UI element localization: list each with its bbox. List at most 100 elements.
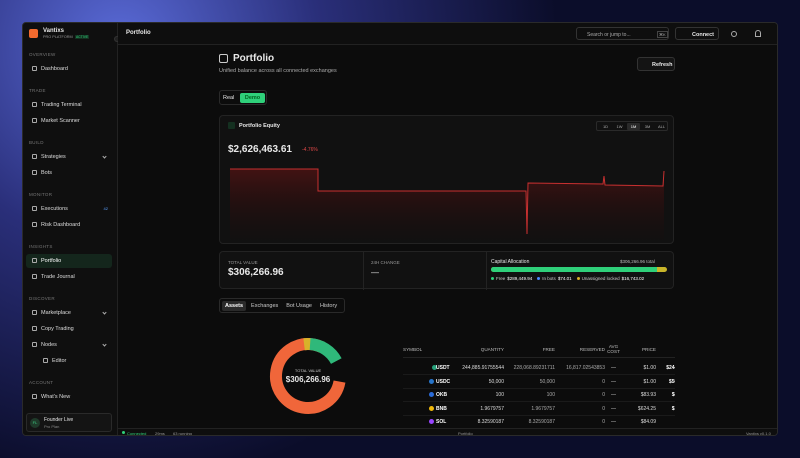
legend-item: Unassigned locked $16,743.02 — [576, 276, 645, 281]
status-dot — [122, 431, 125, 434]
tab[interactable]: Exchanges — [251, 302, 279, 309]
refresh-button[interactable]: Refresh — [637, 57, 675, 71]
nav-item[interactable]: What's New — [26, 390, 112, 404]
range-button[interactable]: ALL — [657, 124, 666, 129]
coin-icon — [432, 365, 437, 370]
table-cell: 16,817.02543853 — [566, 365, 605, 371]
avatar: FL — [30, 418, 40, 428]
range-button[interactable]: 3M — [644, 124, 651, 129]
search-box[interactable]: Search or jump to... ⌘K — [576, 27, 669, 40]
legend-value: $16,743.02 — [621, 276, 645, 281]
row-divider — [403, 401, 675, 402]
equity-value: $2,626,463.61 — [228, 144, 292, 155]
chevron — [102, 342, 107, 347]
nav-section-title: OVERVIEW — [29, 52, 56, 57]
range-button[interactable]: 1W — [616, 124, 623, 129]
nav-section-title: MONITOR — [29, 192, 53, 197]
table-cell: 244,885.91755544 — [462, 365, 504, 371]
search-placeholder: Search or jump to... — [587, 31, 631, 38]
tab[interactable]: Bot Usage — [286, 302, 312, 309]
nav-item[interactable]: Bots — [26, 166, 112, 180]
coin-icon — [429, 392, 434, 397]
legend-item: In bots $74.01 — [537, 276, 572, 281]
table-cell: 0 — [602, 392, 605, 398]
nav-icon — [32, 66, 37, 71]
mode-toggle: Real Demo — [219, 90, 267, 105]
table-cell: $1.00 — [643, 365, 656, 371]
allocation-total: $306,266.96 total — [620, 259, 655, 264]
table-cell: 100 — [546, 392, 555, 398]
allocation-legend: Free $289,449.94 In bots $74.01 Unassigned l… — [491, 276, 644, 281]
page-icon — [219, 54, 228, 63]
nav-icon — [43, 358, 48, 363]
table-cell: — — [611, 378, 616, 385]
refresh-label: Refresh — [652, 61, 673, 68]
nav-item[interactable]: Marketplace — [26, 306, 112, 320]
table-cell: 100 — [495, 392, 504, 398]
legend-swatch — [491, 277, 494, 280]
table-cell: 50,000 — [488, 378, 504, 385]
nav-item[interactable]: Strategies — [26, 150, 112, 164]
nav-icon — [32, 274, 37, 279]
nav-item[interactable]: Copy Trading — [26, 322, 112, 336]
nav-icon — [32, 342, 37, 347]
table-cell: 8.32590187 — [528, 419, 555, 425]
table-cell: $8,393.00 — [671, 392, 675, 398]
table-cell: 0 — [602, 405, 605, 412]
nav-item[interactable]: Editor — [26, 354, 112, 368]
donut-segment — [270, 338, 346, 414]
nav-label: Copy Trading — [41, 326, 74, 332]
nav-icon — [32, 170, 37, 175]
table-cell: — — [611, 405, 616, 412]
mode-real[interactable]: Real — [223, 94, 235, 101]
coin-icon — [429, 405, 434, 411]
nav-item[interactable]: Dashboard — [26, 62, 112, 76]
theme-button[interactable] — [731, 31, 737, 37]
nav-label: What's New — [41, 394, 71, 400]
mode-demo[interactable]: Demo — [240, 93, 265, 103]
nav-item[interactable]: Executions 42 — [26, 202, 112, 216]
donut-value: $306,266.96 — [285, 375, 331, 384]
legend-label: In bots — [542, 276, 556, 281]
status-running: 63 running — [173, 430, 192, 436]
nav-item[interactable]: Trade Journal — [26, 270, 112, 284]
table-cell: $1.00 — [643, 378, 656, 385]
user-plan: Pro Plan — [44, 424, 60, 429]
legend-label: Unassigned locked — [581, 276, 620, 281]
tab[interactable]: Assets — [222, 300, 247, 311]
table-cell: — — [611, 392, 616, 398]
table-cell: 1.9679757 — [480, 405, 504, 412]
table-cell: $83.93 — [640, 392, 656, 398]
table-header: VALUE — [656, 347, 675, 352]
nav-label: Strategies — [41, 154, 66, 160]
table-cell: $50,000.00 — [668, 378, 675, 385]
nav-item[interactable]: Nodes — [26, 338, 112, 352]
notifications-button[interactable] — [755, 30, 761, 37]
status-latency: 29ms — [155, 430, 165, 436]
range-button[interactable]: 1M — [627, 123, 640, 130]
topbar: Portfolio Search or jump to... ⌘K Connec… — [118, 23, 777, 45]
page-subtitle: Unified balance across all connected exc… — [219, 68, 337, 74]
connect-button[interactable]: Connect — [675, 27, 719, 40]
nav-item[interactable]: Risk Dashboard — [26, 218, 112, 232]
table-cell: 50,000 — [539, 378, 555, 385]
nav-item[interactable]: Portfolio — [26, 254, 112, 268]
user-card[interactable]: FL Founder Live Pro Plan — [26, 413, 112, 432]
nav-item[interactable]: Trading Terminal — [26, 98, 112, 112]
table-cell: — — [611, 365, 616, 371]
nav-item[interactable]: Market Scanner — [26, 114, 112, 128]
status-version: Vantixs v0.1.0 — [746, 430, 771, 436]
symbol: OKB — [436, 392, 448, 398]
status-page: Portfolio — [458, 430, 473, 436]
tab[interactable]: History — [319, 302, 338, 309]
change-label: 24H CHANGE — [371, 260, 400, 265]
brand: Vantixs — [43, 28, 65, 34]
range-button[interactable]: 1D — [602, 124, 609, 129]
nav-icon — [32, 394, 37, 399]
nav-section-title: DISCOVER — [29, 296, 55, 301]
nav-label: Executions — [41, 206, 68, 212]
shortcut: ⌘K — [657, 31, 668, 38]
user-name: Founder Live — [44, 417, 74, 423]
